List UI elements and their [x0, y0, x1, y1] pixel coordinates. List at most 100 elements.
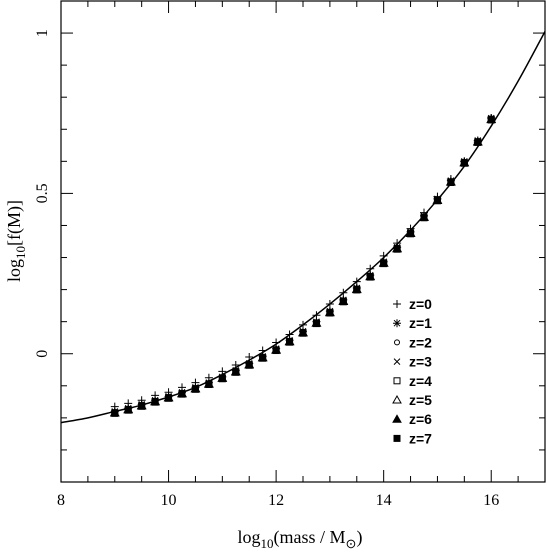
data-point — [232, 368, 240, 376]
filled-triangle-marker — [392, 414, 402, 423]
legend-label: z=3 — [409, 354, 432, 370]
data-point — [407, 230, 415, 238]
filled-square-marker — [272, 347, 280, 355]
filled-square-marker — [460, 159, 468, 167]
data-point — [245, 361, 253, 369]
asterisk-marker — [393, 319, 401, 328]
filled-square-marker — [353, 286, 361, 294]
filled-square-marker — [245, 361, 253, 369]
x-axis-title: log10(mass / M⊙) — [238, 527, 363, 551]
legend-marker — [393, 377, 401, 385]
filled-square-marker — [124, 406, 132, 414]
filled-square-marker — [178, 390, 186, 398]
legend: z=0 z=1 z=2 z=3 z=4 z=5 z=6 z=7 — [392, 296, 432, 446]
data-point — [138, 402, 146, 410]
x-axis-title-base: log — [238, 527, 261, 547]
filled-square-marker — [205, 381, 213, 389]
legend-label: z=5 — [409, 392, 432, 408]
data-point — [312, 320, 320, 328]
data-point — [487, 116, 495, 124]
legend-label: z=6 — [409, 411, 432, 427]
data-point — [191, 385, 199, 393]
plus-marker — [325, 300, 334, 309]
data-point — [111, 409, 119, 417]
data-point — [447, 178, 455, 186]
legend-marker — [393, 434, 401, 442]
tick-labels: 8 10 12 14 16 0 0.5 1 — [34, 29, 499, 509]
fit-curve-layer — [60, 31, 546, 424]
legend-marker — [394, 339, 400, 346]
filled-square-marker — [433, 197, 441, 205]
circle-marker — [394, 339, 400, 346]
x-axis-title-rest: (mass / M — [274, 527, 346, 548]
plot-frame — [60, 0, 546, 483]
data-point — [326, 309, 334, 317]
data-point — [339, 288, 348, 297]
filled-square-marker — [393, 245, 401, 253]
data-point — [151, 398, 159, 406]
filled-square-marker — [487, 116, 495, 124]
filled-square-marker — [151, 398, 159, 406]
series-z=3 — [111, 115, 495, 416]
data-point — [124, 406, 132, 414]
filled-square-marker — [191, 385, 199, 393]
legend-label: z=2 — [409, 334, 432, 350]
data-point — [299, 329, 307, 337]
data-point — [218, 375, 226, 383]
legend-marker — [393, 319, 401, 328]
filled-square-marker — [366, 273, 374, 281]
x-axis-title-sub: 10 — [261, 536, 274, 551]
x-axis-title-close: ) — [356, 527, 362, 548]
x-axis-title-symbol: ⊙ — [346, 536, 357, 551]
filled-square-marker — [339, 298, 347, 306]
filled-square-marker — [407, 230, 415, 238]
filled-square-marker — [218, 375, 226, 383]
data-point — [205, 381, 213, 389]
series-z=1 — [110, 114, 496, 416]
filled-square-marker — [111, 409, 119, 417]
triangle-marker — [392, 394, 402, 404]
data-point — [380, 260, 388, 268]
legend-marker — [393, 358, 401, 365]
filled-square-marker — [326, 309, 334, 317]
series-z=2 — [111, 115, 495, 416]
data-point — [339, 298, 347, 306]
filled-square-marker — [232, 368, 240, 376]
filled-square-marker — [474, 138, 482, 146]
series-z=5 — [109, 114, 497, 417]
y-tick-label: 1 — [34, 29, 51, 37]
filled-square-marker — [380, 260, 388, 268]
legend-marker — [392, 414, 402, 423]
data-point — [433, 197, 441, 205]
x-tick-label: 10 — [161, 492, 177, 509]
x-tick-label: 14 — [376, 492, 392, 509]
fit-curve — [60, 31, 546, 424]
series-z=0 — [110, 114, 496, 411]
filled-square-marker — [165, 394, 173, 402]
axis-ticks — [60, 0, 546, 483]
y-axis-title-rest: [f(M)] — [4, 200, 25, 246]
filled-square-marker — [312, 320, 320, 328]
data-point — [460, 159, 468, 167]
filled-square-marker — [299, 329, 307, 337]
filled-square-marker — [393, 434, 401, 442]
y-axis-title: log10[f(M)] — [4, 200, 28, 282]
filled-square-marker — [259, 354, 267, 362]
data-point — [178, 390, 186, 398]
filled-square-marker — [447, 178, 455, 186]
legend-label: z=1 — [409, 315, 432, 331]
series-z=4 — [111, 115, 495, 417]
x-tick-label: 12 — [268, 492, 284, 509]
data-point — [393, 245, 401, 253]
series-z=7 — [111, 116, 495, 417]
filled-square-marker — [286, 338, 294, 346]
legend-marker — [393, 300, 401, 308]
data-point — [474, 138, 482, 146]
data-point — [286, 338, 294, 346]
series-z=6 — [109, 114, 497, 417]
square-marker — [393, 377, 401, 385]
y-axis-title-base: log — [4, 259, 24, 282]
legend-label: z=0 — [409, 296, 432, 312]
filled-square-marker — [420, 214, 428, 222]
